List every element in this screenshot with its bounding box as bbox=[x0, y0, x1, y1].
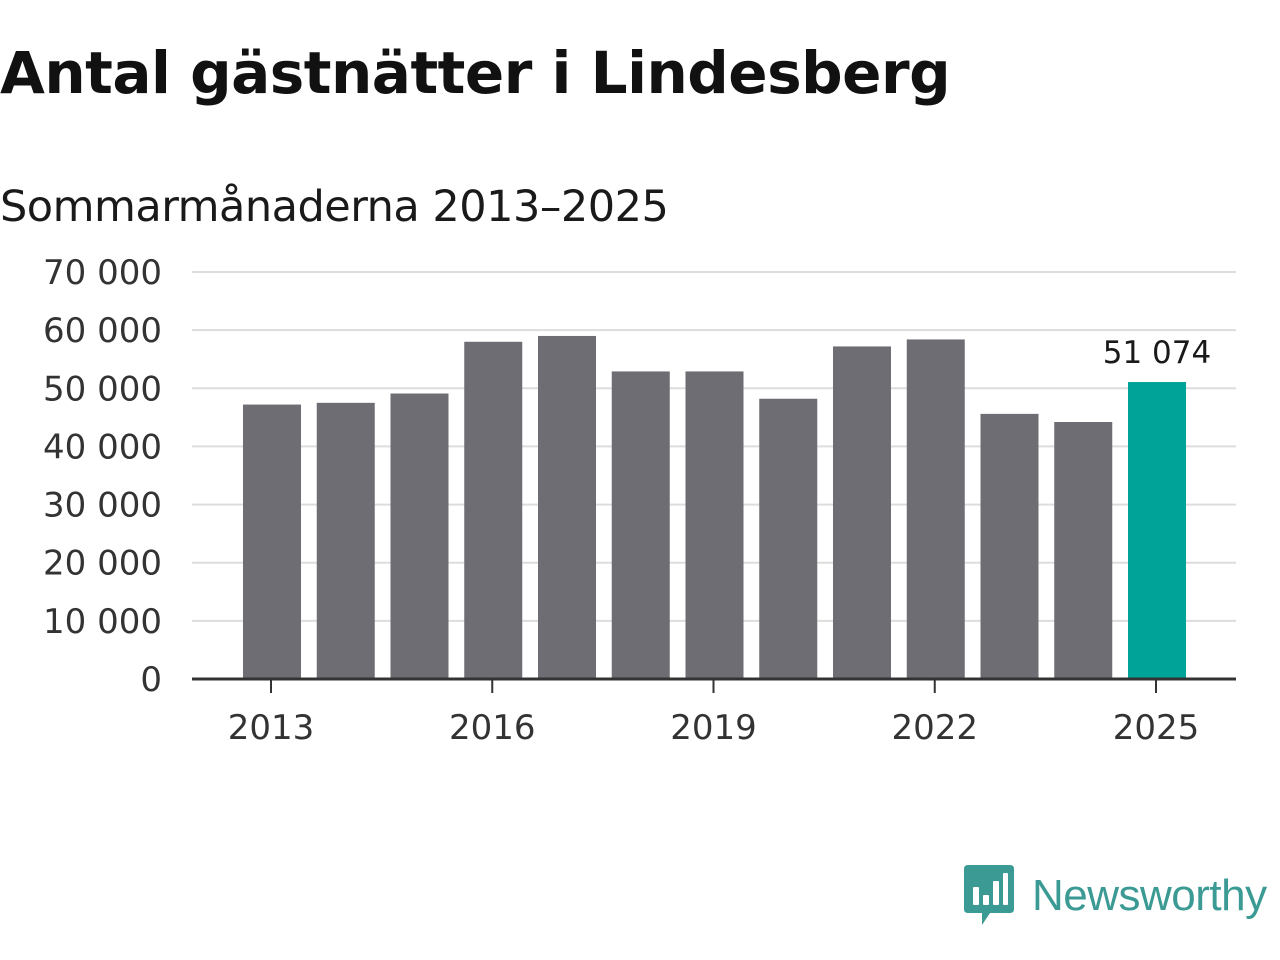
x-tick-label: 2022 bbox=[891, 708, 978, 748]
bar-2019 bbox=[685, 371, 744, 679]
y-tick-label: 10 000 bbox=[43, 602, 162, 642]
brand-footer: Newsworthy bbox=[964, 864, 1267, 928]
bar-2014 bbox=[316, 402, 375, 679]
chart-subtitle: Sommarmånaderna 2013–2025 bbox=[0, 182, 669, 232]
bar-2023 bbox=[980, 413, 1039, 679]
brand-name: Newsworthy bbox=[1032, 871, 1267, 920]
bar-2025 bbox=[1128, 382, 1186, 679]
bar-2018 bbox=[611, 371, 670, 679]
x-tick-label: 2016 bbox=[449, 708, 536, 748]
y-tick-label: 20 000 bbox=[43, 544, 162, 584]
y-tick-label: 0 bbox=[140, 660, 162, 700]
y-tick-label: 70 000 bbox=[43, 253, 162, 293]
bar-2022 bbox=[906, 339, 965, 679]
y-axis-ticks: 0 10 000 20 000 30 000 40 000 50 000 60 000 70 … bbox=[43, 253, 162, 700]
bar-2021 bbox=[833, 346, 891, 679]
bar-2015 bbox=[390, 393, 449, 679]
y-tick-label: 40 000 bbox=[43, 427, 162, 467]
y-tick-label: 60 000 bbox=[43, 311, 162, 351]
bar-2020 bbox=[759, 398, 818, 679]
y-tick-label: 50 000 bbox=[43, 369, 162, 409]
bar-2017 bbox=[538, 335, 596, 679]
bar-2013 bbox=[243, 404, 301, 679]
x-tick-label: 2025 bbox=[1113, 708, 1200, 748]
newsworthy-logo-icon bbox=[964, 865, 1014, 925]
chart-title: Antal gästnätter i Lindesberg bbox=[0, 39, 951, 107]
x-tick-label: 2013 bbox=[228, 708, 315, 748]
bar-2024 bbox=[1054, 422, 1113, 679]
data-label-2025: 51 074 bbox=[1103, 335, 1211, 371]
x-tick-label: 2019 bbox=[670, 708, 757, 748]
data-labels: 51 074 bbox=[1103, 335, 1211, 371]
bars bbox=[243, 335, 1186, 679]
x-axis-ticks: 2013 2016 2019 2022 2025 bbox=[228, 679, 1200, 748]
bar-2016 bbox=[464, 341, 523, 679]
y-tick-label: 30 000 bbox=[43, 486, 162, 526]
